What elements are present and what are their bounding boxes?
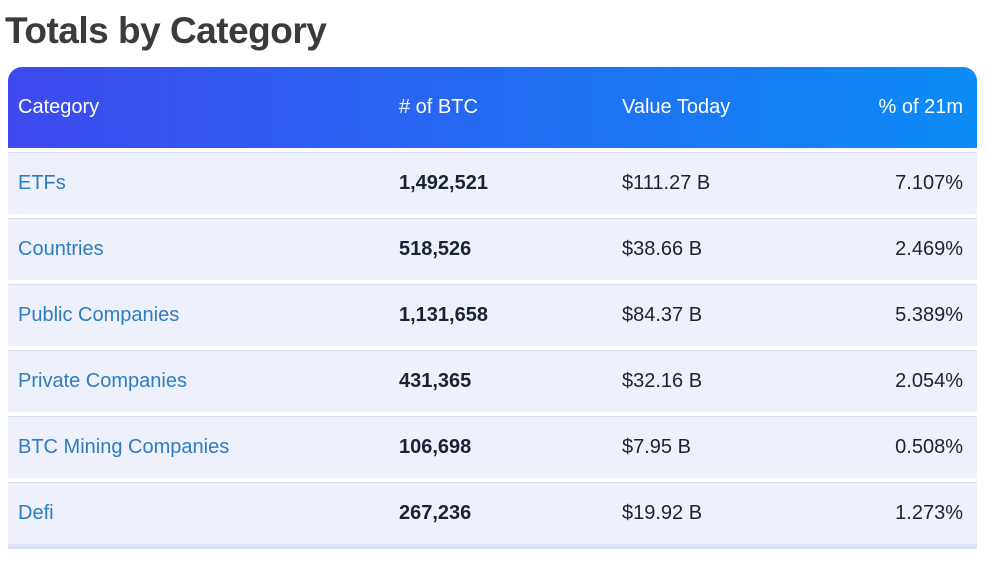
pct-of-21m-value: 5.389% xyxy=(895,304,963,326)
table-row: BTC Mining Companies 106,698 $7.95 B 0.5… xyxy=(8,417,977,478)
col-header-value-today: Value Today xyxy=(622,96,731,118)
value-today-value: $38.66 B xyxy=(622,238,703,260)
btc-count-value: 431,365 xyxy=(399,370,472,392)
col-header-pct-of-21m: % of 21m xyxy=(878,96,963,118)
category-link[interactable]: Public Companies xyxy=(18,304,180,326)
btc-count-value: 1,492,521 xyxy=(399,172,488,194)
category-link[interactable]: Private Companies xyxy=(18,370,187,392)
table-body: ETFs 1,492,521 $111.27 B 7.107% Countrie… xyxy=(8,153,977,544)
pct-of-21m-value: 2.054% xyxy=(895,370,963,392)
page-title: Totals by Category xyxy=(5,10,327,51)
table-row: Countries 518,526 $38.66 B 2.469% xyxy=(8,219,977,280)
value-today-value: $32.16 B xyxy=(622,370,703,392)
col-header-category: Category xyxy=(18,96,100,118)
table-row: Private Companies 431,365 $32.16 B 2.054… xyxy=(8,351,977,412)
btc-count-value: 267,236 xyxy=(399,502,472,524)
category-link[interactable]: Countries xyxy=(18,238,104,260)
table-row: Public Companies 1,131,658 $84.37 B 5.38… xyxy=(8,285,977,346)
category-link[interactable]: ETFs xyxy=(18,172,66,194)
pct-of-21m-value: 2.469% xyxy=(895,238,963,260)
col-header-btc-count: # of BTC xyxy=(399,96,478,118)
table-row: ETFs 1,492,521 $111.27 B 7.107% xyxy=(8,153,977,214)
value-today-value: $111.27 B xyxy=(622,172,711,194)
value-today-value: $7.95 B xyxy=(622,436,691,458)
btc-count-value: 518,526 xyxy=(399,238,472,260)
next-row-top-edge xyxy=(8,544,977,549)
pct-of-21m-value: 0.508% xyxy=(895,436,963,458)
pct-of-21m-value: 1.273% xyxy=(895,502,963,524)
category-link[interactable]: Defi xyxy=(18,502,54,524)
value-today-value: $84.37 B xyxy=(622,304,703,326)
value-today-value: $19.92 B xyxy=(622,502,703,524)
btc-count-value: 106,698 xyxy=(399,436,472,458)
btc-count-value: 1,131,658 xyxy=(399,304,488,326)
table-row: Defi 267,236 $19.92 B 1.273% xyxy=(8,483,977,544)
pct-of-21m-value: 7.107% xyxy=(895,172,963,194)
category-link[interactable]: BTC Mining Companies xyxy=(18,436,230,458)
table-header-row: Category # of BTC Value Today % of 21m xyxy=(8,67,977,148)
totals-by-category-table: Category # of BTC Value Today % of 21m E… xyxy=(8,67,977,549)
